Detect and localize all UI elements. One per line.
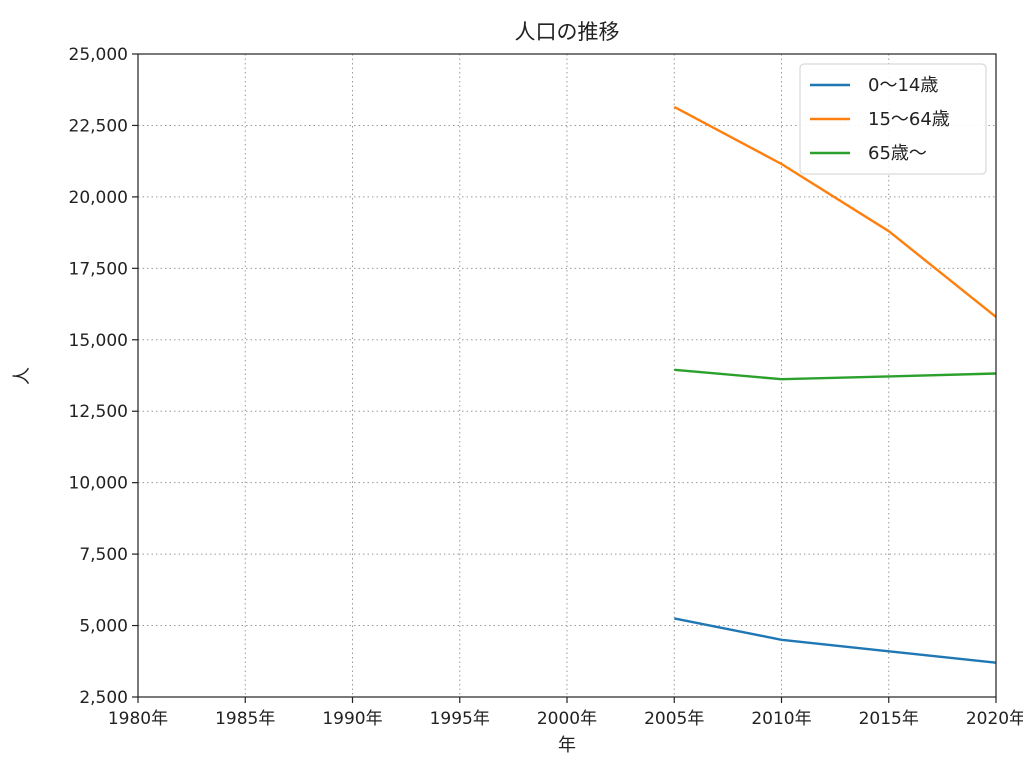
series-line-1 [673,105,997,318]
y-tick-label: 7,500 [79,545,128,565]
legend: 0〜14歳 15〜64歳 65歳〜 [799,63,987,175]
legend-box [799,63,987,175]
x-tick-label: 2020年 [966,709,1023,729]
x-axis-title: 年 [558,735,576,756]
x-tick-label: 2005年 [644,709,704,729]
legend-label-2: 65歳〜 [868,143,927,164]
y-tick-label: 2,500 [79,688,128,708]
x-tick-label: 1980年 [108,709,168,729]
chart-title: 人口の推移 [515,20,620,44]
y-tick-label: 12,500 [69,402,128,422]
y-tick-label: 25,000 [69,45,128,65]
legend-label-1: 15〜64歳 [868,109,950,130]
x-tick-label: 1990年 [322,709,382,729]
y-axis-title: 人 [12,367,33,385]
x-tick-label: 1985年 [215,709,275,729]
x-tick-label: 2000年 [537,709,597,729]
y-tick-label: 20,000 [69,188,128,208]
series-line-0 [674,617,997,664]
y-tick-label: 17,500 [69,259,128,279]
series-lines [673,105,997,664]
axes: 1980年 1985年 1990年 1995年 2000年 2005年 2010年 2015年… [69,45,1023,729]
x-tick-label: 2010年 [751,709,811,729]
y-tick-label: 22,500 [69,116,128,136]
y-tick-label: 15,000 [69,331,128,351]
y-tick-label: 10,000 [69,474,128,494]
y-tick-label: 5,000 [79,617,128,637]
legend-label-0: 0〜14歳 [868,75,938,96]
x-tick-label: 1995年 [430,709,490,729]
series-line-2 [674,368,997,381]
x-tick-label: 2015年 [859,709,919,729]
